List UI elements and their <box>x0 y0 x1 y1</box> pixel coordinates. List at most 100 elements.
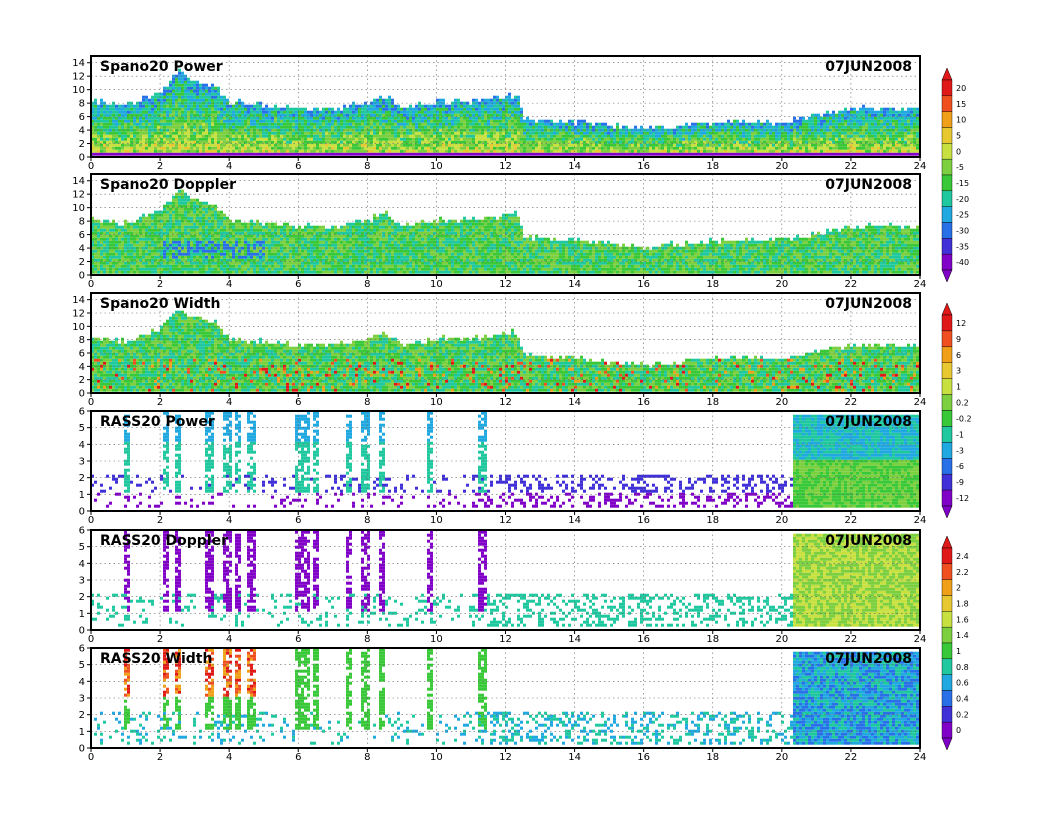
x-tick-label: 18 <box>706 279 719 290</box>
grid <box>91 411 920 511</box>
x-tick-label: 24 <box>914 397 927 408</box>
colorbar-arrow-top <box>941 535 953 549</box>
panel-date: 07JUN2008 <box>825 177 912 193</box>
panel-title: Spano20 Power <box>100 59 223 75</box>
colorbar-label: 1.4 <box>956 631 969 640</box>
colorbar-label: 20 <box>956 84 966 93</box>
panel-date: 07JUN2008 <box>825 533 912 549</box>
y-tick-label: 2 <box>79 139 85 150</box>
x-tick-label: 22 <box>845 634 858 645</box>
x-tick-label: 12 <box>499 161 512 172</box>
x-tick-label: 16 <box>637 515 650 526</box>
colorbar-width: 12 9 6 3 1 0.2 -0.2 -1 -3 -6 -9 -12 <box>941 302 972 519</box>
y-tick-label: 2 <box>79 257 85 268</box>
colorbar-label: 15 <box>956 100 966 109</box>
grid <box>91 174 920 275</box>
colorbar-label: -0.2 <box>956 414 972 423</box>
grid <box>91 648 920 748</box>
x-tick-label: 0 <box>88 161 94 172</box>
x-tick-label: 24 <box>914 515 927 526</box>
colorbar-swatch <box>941 721 953 739</box>
x-tick-label: 8 <box>364 397 370 408</box>
x-tick-label: 2 <box>157 161 163 172</box>
heatmap-field <box>91 189 920 274</box>
x-tick-label: 8 <box>364 279 370 290</box>
colorbar-swatch <box>941 489 953 507</box>
y-tick-label: 5 <box>79 423 85 434</box>
x-tick-label: 8 <box>364 515 370 526</box>
x-tick-label: 2 <box>157 397 163 408</box>
colorbar-label: -1 <box>956 430 964 439</box>
x-tick-label: 14 <box>568 279 581 290</box>
x-tick-label: 20 <box>775 634 788 645</box>
colorbar-swatch <box>941 95 953 112</box>
colorbar-swatch <box>941 158 953 176</box>
x-tick-label: 20 <box>775 515 788 526</box>
y-tick-label: 0 <box>79 507 85 518</box>
colorbar-label: 1 <box>956 647 961 656</box>
panel-title: Spano20 Width <box>100 296 220 312</box>
x-tick-label: 12 <box>499 279 512 290</box>
x-tick-label: 18 <box>706 161 719 172</box>
panel-title: RASS20 Doppler <box>100 533 228 549</box>
x-tick-label: 20 <box>775 397 788 408</box>
x-tick-label: 12 <box>499 634 512 645</box>
y-tick-label: 8 <box>79 99 85 110</box>
colorbar-label: -25 <box>956 211 969 220</box>
colorbar-swatch <box>941 362 953 379</box>
grid <box>91 293 920 393</box>
colorbar-swatch <box>941 174 953 192</box>
y-tick-label: 2 <box>79 592 85 603</box>
x-tick-label: 20 <box>775 279 788 290</box>
y-tick-label: 4 <box>79 244 85 255</box>
colorbar-label: 1.8 <box>956 599 969 608</box>
y-tick-label: 4 <box>79 440 85 451</box>
colorbar-label: 5 <box>956 131 961 140</box>
colorbar-swatch <box>941 706 953 723</box>
x-tick-label: 10 <box>430 515 443 526</box>
colorbar-swatch <box>941 674 953 691</box>
colorbar-swatch <box>941 426 953 443</box>
colorbar-label: 0.2 <box>956 710 969 719</box>
x-tick-label: 16 <box>637 752 650 763</box>
x-tick-label: 0 <box>88 634 94 645</box>
heatmap-field <box>94 648 920 745</box>
colorbar-label: -5 <box>956 163 964 172</box>
colorbar-swatch <box>941 394 953 411</box>
x-tick-label: 6 <box>295 515 301 526</box>
colorbar-label: 9 <box>956 335 961 344</box>
colorbar-label: 2.4 <box>956 552 969 561</box>
colorbar-swatch <box>941 206 953 223</box>
y-tick-label: 10 <box>72 203 85 214</box>
x-tick-label: 12 <box>499 752 512 763</box>
x-tick-label: 18 <box>706 515 719 526</box>
x-tick-label: 6 <box>295 279 301 290</box>
colorbar-label: 10 <box>956 116 966 125</box>
y-tick-label: 6 <box>79 230 85 241</box>
x-tick-label: 4 <box>226 515 232 526</box>
x-tick-label: 22 <box>845 397 858 408</box>
y-tick-label: 14 <box>72 295 85 306</box>
x-tick-label: 14 <box>568 752 581 763</box>
y-tick-label: 1 <box>79 727 85 738</box>
y-tick-label: 8 <box>79 335 85 346</box>
y-tick-label: 6 <box>79 644 85 655</box>
x-tick-label: 4 <box>226 161 232 172</box>
y-tick-label: 0 <box>79 271 85 282</box>
y-tick-label: 12 <box>72 72 85 83</box>
panel-title: RASS20 Power <box>100 414 215 430</box>
colorbar-rass: 2.4 2.2 2 1.8 1.6 1.4 1 0.8 0.6 0.4 0.2 0 <box>941 535 969 751</box>
x-tick-label: 22 <box>845 515 858 526</box>
x-tick-label: 16 <box>637 161 650 172</box>
colorbar-swatch <box>941 79 953 97</box>
colorbar-swatch <box>941 563 953 580</box>
x-tick-label: 10 <box>430 634 443 645</box>
colorbar-arrow-top <box>941 67 953 81</box>
colorbar-label: 3 <box>956 367 961 376</box>
colorbar-label: 0 <box>956 147 961 156</box>
y-tick-label: 4 <box>79 677 85 688</box>
x-tick-label: 24 <box>914 279 927 290</box>
colorbar-label: 2 <box>956 584 961 593</box>
